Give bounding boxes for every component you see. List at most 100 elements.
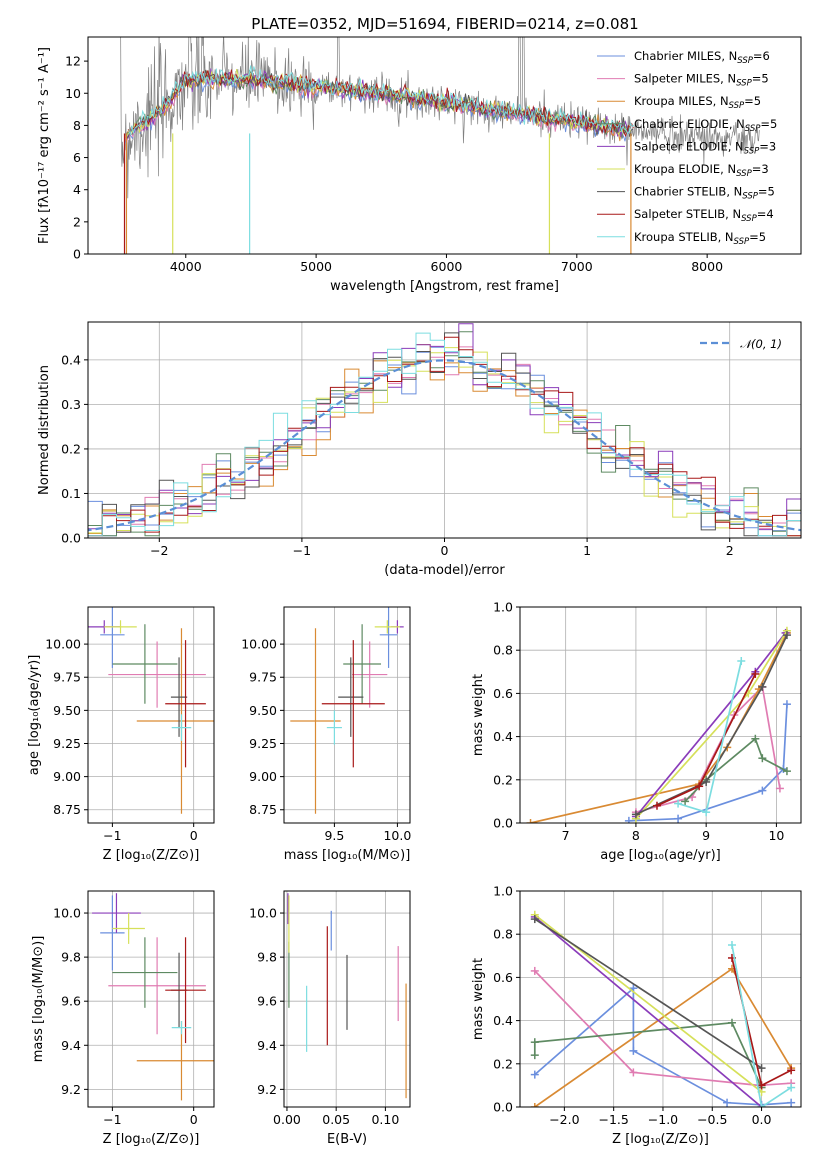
weight-marker-kroupa_stelib (757, 1103, 766, 1107)
y-tick-label: 2 (73, 214, 81, 229)
legend-entry-chabrier_elodie: Chabrier ELODIE, NSSP=5 (634, 117, 777, 134)
mass_vs_Z-frame (87, 890, 215, 1108)
errorbar-kroupa_elodie (374, 620, 400, 634)
y-tick-label: 0.0 (493, 1100, 513, 1115)
x-axis-label: mass [log₁₀(M/M⊙)] (284, 848, 411, 863)
y-tick-label: 9.8 (257, 950, 277, 965)
x-tick-label: 10.0 (383, 828, 411, 843)
y-tick-label: 6 (73, 150, 81, 165)
y-tick-label: 9.4 (61, 1038, 81, 1053)
errorbar-salpeter_miles (108, 937, 206, 1035)
weight-marker-chabrier_miles (674, 814, 683, 823)
weight-line-chabrier_stelib (635, 634, 788, 816)
weight-marker-chabrier_elodie (782, 767, 791, 776)
weight-marker-salpeter_stelib (652, 801, 661, 810)
residual-histogram-kroupa_stelib (88, 332, 801, 538)
errorbar-salpeter_stelib (165, 937, 206, 1044)
weight-marker-chabrier_stelib (758, 682, 767, 691)
y-tick-label: 4 (73, 182, 81, 197)
panel-mass_vs_EBV: 0.00 0.05 0.10 9.2 9.4 9.6 9.8 10.0 E(B-V) (249, 890, 411, 1147)
x-tick-label: −1 (293, 543, 311, 558)
errorbar-chabrier_miles (100, 895, 125, 971)
weight-marker-kroupa_miles (530, 1103, 539, 1107)
weight-marker-salpeter_stelib (757, 1081, 766, 1090)
model-spectrum-salpeter_elodie (126, 68, 631, 139)
weight-line-chabrier_elodie (533, 1021, 763, 1088)
weight-marker-salpeter_miles (530, 966, 539, 975)
weight-marker-chabrier_stelib (757, 1064, 766, 1073)
x-tick-label: 7000 (561, 259, 593, 274)
errorbar-salpeter_stelib (165, 640, 206, 768)
y-tick-label: 0.4 (493, 1013, 513, 1028)
weight-marker-salpeter_stelib (751, 669, 760, 678)
errorbar-kroupa_stelib (171, 1021, 192, 1035)
legend-entry-kroupa_miles: Kroupa MILES, NSSP=5 (634, 94, 761, 111)
weight_vs_Z-plot-area (520, 891, 801, 1107)
panel-weight_vs_Z: −2.0 −1.5 −1.0 −0.5 0.0 0.0 0.2 0.4 0.6 0.8 1.0 Z [… (471, 884, 802, 1147)
errorbar-salpeter_elodie (92, 893, 141, 933)
y-axis-label: mass weight (471, 674, 486, 756)
figure-title: PLATE=0352, MJD=51694, FIBERID=0214, z=0… (251, 15, 638, 33)
y-tick-label: 0.2 (61, 441, 81, 456)
age_vs_mass-frame (283, 606, 411, 824)
weight-marker-salpeter_stelib (787, 1066, 796, 1075)
errorbar-chabrier_miles (100, 607, 125, 668)
x-tick-label: −2 (150, 543, 168, 558)
x-tick-label: 0.05 (322, 1112, 350, 1127)
weight-marker-chabrier_elodie (758, 754, 767, 763)
y-tick-label: 10.00 (241, 637, 277, 652)
y-axis-label: mass [log₁₀(M/M⊙)] (31, 936, 46, 1063)
y-tick-label: 0.8 (493, 927, 513, 942)
errorbar-kroupa_elodie (112, 913, 145, 944)
x-axis-label: (data-model)/error (384, 563, 505, 578)
legend-entry-salpeter_miles: Salpeter MILES, NSSP=5 (634, 72, 769, 89)
x-tick-label: 7 (562, 828, 570, 843)
errorbar-salpeter_miles (108, 641, 206, 708)
x-tick-label: 0.0 (752, 1112, 772, 1127)
mass_vs_Z-plot-area (88, 891, 214, 1107)
weight-marker-chabrier_miles (787, 1098, 796, 1107)
errorbar-kroupa_stelib (171, 714, 192, 741)
x-tick-label: −2.0 (549, 1112, 579, 1127)
x-axis-label: wavelength [Angstrom, rest frame] (330, 279, 559, 294)
x-axis-label: E(B-V) (327, 1132, 367, 1147)
y-tick-label: 9.00 (249, 769, 277, 784)
weight-marker-chabrier_elodie (751, 734, 760, 743)
errorbar-chabrier_stelib (338, 657, 364, 737)
weight-marker-kroupa_stelib (674, 799, 683, 808)
x-tick-label: 9 (702, 828, 710, 843)
y-tick-label: 0 (73, 247, 81, 262)
y-tick-label: 12 (65, 54, 81, 69)
x-tick-label: −1 (103, 1112, 121, 1127)
weight-marker-kroupa_stelib (727, 941, 736, 949)
weight-marker-chabrier_miles (758, 786, 767, 795)
y-axis-label: Flux [fλ10⁻¹⁷ erg cm⁻² s⁻¹ A⁻¹] (37, 47, 52, 244)
y-tick-label: 0.0 (61, 531, 81, 546)
x-tick-label: −1 (103, 828, 121, 843)
legend-entry-chabrier_stelib: Chabrier STELIB, NSSP=5 (634, 185, 775, 202)
weight-line-salpeter_miles (534, 970, 792, 1087)
y-tick-label: 1.0 (493, 884, 513, 899)
x-tick-label: 0.00 (273, 1112, 301, 1127)
x-tick-label: −1.0 (648, 1112, 678, 1127)
y-tick-label: 9.50 (53, 703, 81, 718)
y-tick-label: 0.4 (493, 729, 513, 744)
y-tick-label: 9.25 (53, 736, 81, 751)
legend-entry-salpeter_elodie: Salpeter ELODIE, NSSP=3 (634, 139, 776, 156)
weight_vs_age-plot-area (520, 607, 801, 823)
weight-marker-chabrier_elodie (727, 1018, 736, 1027)
panel-age_vs_Z: −1 0 8.75 9.00 9.25 9.50 9.75 10.00 Z [log₁₀(Z/Z… (27, 606, 215, 863)
y-tick-label: 1.0 (493, 600, 513, 615)
legend-entry-kroupa_elodie: Kroupa ELODIE, NSSP=3 (634, 162, 769, 179)
x-axis-label: Z [log₁₀(Z/Z⊙)] (612, 1132, 709, 1147)
x-axis-label: age [log₁₀(age/yr)] (600, 848, 721, 863)
spectrum-plot-area (120, 37, 760, 254)
weight-marker-kroupa_stelib (702, 808, 711, 817)
weight-marker-kroupa_miles (526, 819, 535, 823)
weight-marker-chabrier_stelib (631, 810, 640, 819)
errorbar-chabrier_stelib (170, 657, 188, 737)
weight-line-salpeter_elodie (534, 916, 763, 1107)
age_vs_Z-frame (87, 606, 215, 824)
x-tick-label: 0.10 (371, 1112, 399, 1127)
